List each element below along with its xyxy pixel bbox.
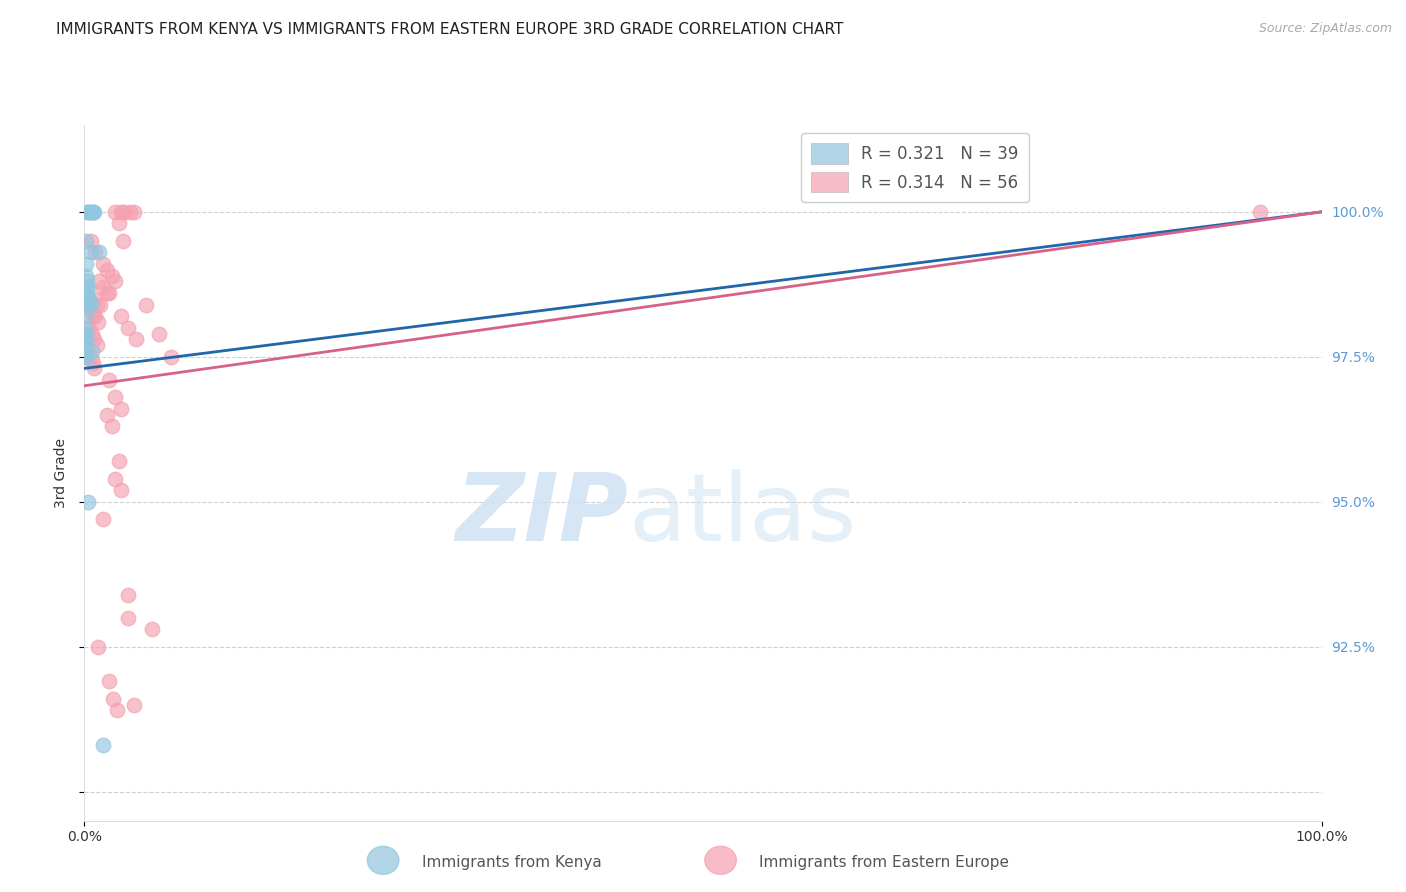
Point	[91, 512, 114, 526]
Point	[96, 263, 118, 277]
Point	[141, 623, 163, 637]
Point	[75, 350, 97, 364]
Point	[87, 640, 110, 654]
Point	[75, 234, 97, 248]
Point	[110, 402, 132, 417]
Point	[98, 674, 121, 689]
Point	[91, 739, 114, 753]
Text: Immigrants from Eastern Europe: Immigrants from Eastern Europe	[759, 855, 1010, 870]
Point	[98, 286, 121, 301]
Point	[135, 298, 157, 312]
Point	[80, 344, 103, 359]
Circle shape	[367, 847, 399, 874]
Point	[75, 333, 97, 347]
Point	[100, 268, 122, 283]
Legend: R = 0.321   N = 39, R = 0.314   N = 56: R = 0.321 N = 39, R = 0.314 N = 56	[801, 133, 1029, 202]
Point	[110, 483, 132, 498]
Point	[148, 326, 170, 341]
Point	[86, 298, 108, 312]
Point	[122, 698, 145, 712]
Point	[120, 205, 142, 219]
Point	[75, 257, 97, 271]
Point	[82, 310, 104, 324]
Point	[76, 292, 98, 306]
Point	[75, 333, 97, 347]
Point	[79, 298, 101, 312]
Point	[83, 205, 105, 219]
Point	[125, 333, 148, 347]
Point	[122, 205, 145, 219]
Point	[91, 280, 114, 294]
Point	[98, 373, 121, 387]
Point	[79, 292, 101, 306]
Point	[80, 205, 103, 219]
Point	[89, 298, 111, 312]
Point	[75, 268, 97, 283]
Point	[75, 280, 97, 294]
Point	[108, 217, 131, 231]
Point	[83, 292, 105, 306]
Point	[87, 315, 110, 329]
Point	[80, 245, 103, 260]
Point	[104, 391, 127, 405]
Text: ZIP: ZIP	[456, 468, 628, 560]
Point	[117, 321, 139, 335]
Point	[104, 471, 127, 485]
Point	[79, 234, 101, 248]
Point	[80, 326, 103, 341]
Point	[91, 257, 114, 271]
Point	[110, 205, 132, 219]
Point	[117, 611, 139, 625]
Point	[76, 495, 98, 509]
Point	[105, 704, 128, 718]
Point	[101, 692, 124, 706]
Point	[77, 205, 100, 219]
Point	[108, 454, 131, 468]
Point	[79, 303, 101, 318]
Point	[82, 205, 104, 219]
Circle shape	[704, 847, 737, 874]
Point	[77, 280, 100, 294]
Point	[75, 344, 97, 359]
Point	[1249, 205, 1271, 219]
Point	[79, 205, 101, 219]
Point	[110, 310, 132, 324]
Point	[75, 350, 97, 364]
Point	[112, 205, 135, 219]
Point	[96, 408, 118, 422]
Point	[77, 292, 100, 306]
Point	[79, 350, 101, 364]
Point	[84, 310, 107, 324]
Point	[75, 321, 97, 335]
Point	[75, 338, 97, 352]
Point	[160, 350, 183, 364]
Point	[89, 275, 111, 289]
Point	[111, 234, 134, 248]
Point	[76, 275, 98, 289]
Point	[76, 205, 98, 219]
Point	[83, 333, 105, 347]
Point	[79, 205, 101, 219]
Point	[73, 310, 96, 324]
Text: atlas: atlas	[628, 468, 858, 560]
Point	[84, 245, 107, 260]
Point	[79, 321, 101, 335]
Point	[76, 298, 98, 312]
Point	[100, 419, 122, 434]
Point	[83, 361, 105, 376]
Point	[96, 286, 118, 301]
Point	[86, 338, 108, 352]
Point	[117, 588, 139, 602]
Point	[104, 275, 127, 289]
Text: Immigrants from Kenya: Immigrants from Kenya	[422, 855, 602, 870]
Text: IMMIGRANTS FROM KENYA VS IMMIGRANTS FROM EASTERN EUROPE 3RD GRADE CORRELATION CH: IMMIGRANTS FROM KENYA VS IMMIGRANTS FROM…	[56, 22, 844, 37]
Y-axis label: 3rd Grade: 3rd Grade	[53, 438, 67, 508]
Point	[75, 326, 97, 341]
Text: Source: ZipAtlas.com: Source: ZipAtlas.com	[1258, 22, 1392, 36]
Point	[104, 205, 127, 219]
Point	[82, 355, 104, 369]
Point	[76, 286, 98, 301]
Point	[89, 245, 111, 260]
